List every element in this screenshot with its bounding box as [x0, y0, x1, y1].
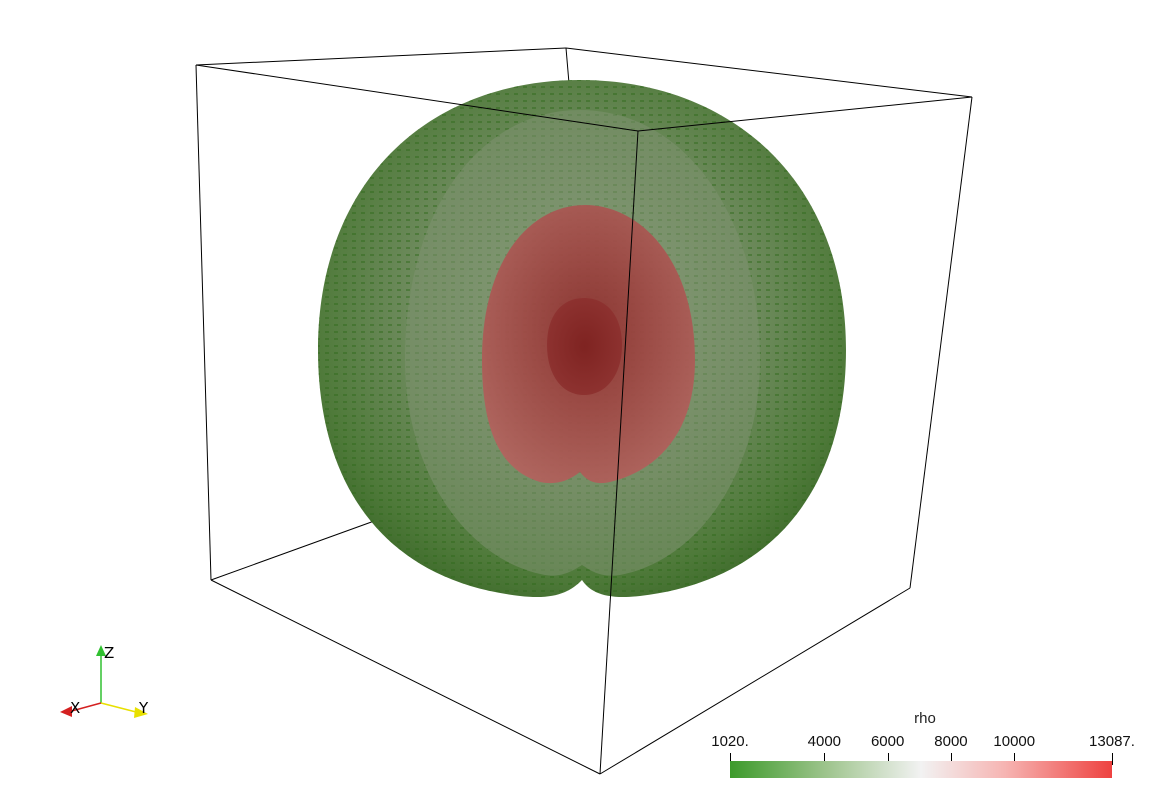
y-axis-arrow — [134, 707, 148, 718]
bounding-box-front — [195, 64, 973, 775]
y-axis — [100, 702, 141, 714]
scalar-bar-color-strip — [730, 761, 1112, 778]
x-axis-label: X — [70, 699, 80, 717]
scalar-bar-tick-label: 10000 — [993, 733, 1036, 750]
z-axis-arrow — [96, 645, 106, 656]
scalar-bar-tick-label: 1020. — [711, 733, 749, 750]
x-axis-arrow — [60, 706, 72, 717]
scalar-bar-tick-label: 4000 — [807, 733, 842, 750]
orientation-axes[interactable]: Z X Y — [60, 644, 149, 718]
scalar-bar-tick-mark — [1112, 753, 1113, 765]
scalar-bar-tick-label: 8000 — [934, 733, 968, 750]
z-axis-label: Z — [104, 644, 114, 662]
scalar-bar-tick-mark — [887, 753, 889, 765]
scalar-bar-tick-label: 13087. — [1089, 733, 1135, 750]
bounding-box — [195, 47, 973, 775]
scalar-bar-tick-mark — [1014, 753, 1016, 765]
scalar-bar-tick-mark — [950, 753, 952, 765]
y-axis-label: Y — [138, 699, 149, 717]
scalar-bar-tick-mark — [730, 753, 731, 765]
inner-core — [482, 205, 695, 484]
scalar-bar-title: rho — [914, 710, 936, 727]
scalar-bar-legend[interactable]: rho 1020. 4000 6000 8000 10000 13087. — [700, 710, 1150, 790]
x-axis — [67, 702, 102, 713]
scalar-bar-tick-label: 6000 — [870, 733, 905, 750]
scalar-bar-tick-mark — [824, 753, 826, 765]
